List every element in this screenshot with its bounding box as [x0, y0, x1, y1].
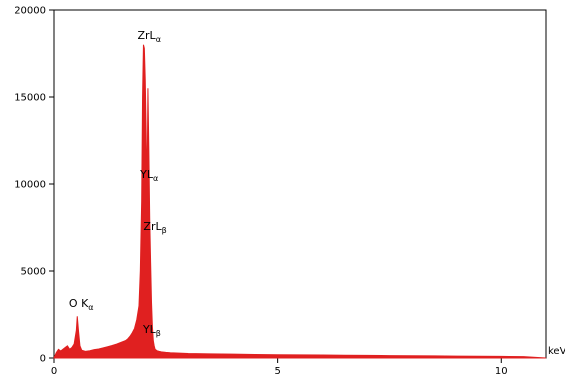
spectrum-area — [53, 44, 547, 359]
y-tick-label: 5000 — [21, 267, 46, 278]
peak-label: ZrLβ — [143, 220, 166, 235]
peak-label-subscript: β — [156, 329, 161, 338]
y-tick-label: 0 — [40, 354, 46, 365]
peak-label: ZrLα — [138, 29, 161, 44]
peak-label-subscript: α — [153, 174, 158, 183]
x-axis-label: keV — [548, 346, 565, 357]
y-tick-label: 15000 — [14, 93, 46, 104]
y-tick-label: 20000 — [14, 6, 46, 17]
y-tick-label: 10000 — [14, 180, 46, 191]
x-tick-label: 5 — [274, 366, 280, 377]
y-axis: 0 5000 10000 15000 20000 — [14, 6, 54, 365]
peak-label-subscript: α — [156, 35, 161, 44]
peak-label: O Kα — [69, 297, 94, 312]
series-layer — [53, 44, 547, 359]
plot-frame — [53, 9, 547, 359]
peak-label-subscript: β — [162, 226, 167, 235]
x-axis: 0 5 10 — [51, 358, 508, 377]
x-tick-label: 0 — [51, 366, 57, 377]
x-tick-label: 10 — [495, 366, 508, 377]
peak-label-subscript: α — [88, 303, 93, 312]
